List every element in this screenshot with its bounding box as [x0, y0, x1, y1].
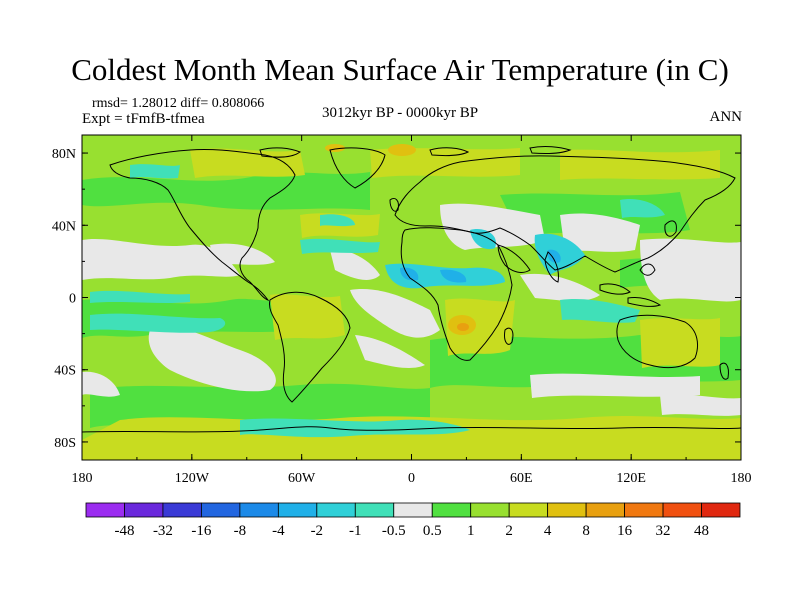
field-yellow-patch — [190, 148, 305, 178]
colorbar-swatch — [662, 502, 702, 518]
colorbar-swatch — [547, 502, 587, 518]
x-tick-labels: 180 120W 60W 0 60E 120E 180 — [72, 471, 752, 486]
colorbar-label: -32 — [153, 523, 173, 539]
field-orange-spot — [457, 323, 469, 331]
colorbar-label: 32 — [656, 523, 671, 539]
field-grey-region — [560, 213, 640, 252]
field-grey-region — [210, 243, 275, 265]
colorbar-label: -8 — [234, 523, 247, 539]
colorbar-label: 1 — [467, 523, 475, 539]
field-cyan-patch — [130, 164, 180, 179]
colorbar-swatch — [701, 502, 741, 518]
colorbar-swatch — [124, 502, 164, 518]
colorbar-label: -16 — [191, 523, 211, 539]
field-grey-region — [640, 238, 741, 302]
colorbar-swatch — [201, 502, 241, 518]
colorbar-swatch — [316, 502, 356, 518]
field-cyan-patch — [90, 313, 226, 333]
colorbar-label: 16 — [617, 523, 633, 539]
chart-title: Coldest Month Mean Surface Air Temperatu… — [71, 52, 729, 87]
colorbar-label: 0.5 — [423, 523, 442, 539]
field-cyan-patch — [560, 299, 640, 323]
colorbar-swatch — [239, 502, 279, 518]
colorbar-label: -1 — [349, 523, 362, 539]
colorbar-swatch — [354, 502, 395, 518]
field-cyan-patch — [320, 214, 355, 227]
y-tick-label: 0 — [69, 292, 76, 307]
coastlines — [82, 146, 741, 433]
field-cyan-patch — [547, 249, 561, 263]
field-cyan-patch — [240, 418, 470, 438]
colorbar-label: -48 — [114, 523, 134, 539]
field-grey-region — [82, 371, 120, 397]
axis-ticks — [81, 135, 742, 460]
field-orange-spot — [388, 144, 416, 156]
y-tick-label: 80S — [54, 436, 76, 451]
x-tick-label: 120E — [616, 471, 646, 486]
colorbar-swatch — [162, 502, 202, 518]
colorbar-swatch — [85, 502, 125, 518]
field-cyan-patch — [300, 238, 380, 254]
x-tick-label: 60W — [288, 471, 316, 486]
field-cyan-patch — [620, 199, 665, 218]
x-tick-label: 180 — [731, 471, 752, 486]
map-field — [82, 135, 741, 460]
colorbar — [85, 502, 741, 518]
field-grey-region — [350, 289, 440, 338]
colorbar-swatch — [624, 502, 664, 518]
x-tick-label: 120W — [175, 471, 210, 486]
colorbar-label: 4 — [544, 523, 552, 539]
stats-text: rmsd= 1.28012 diff= 0.808066 — [92, 96, 265, 111]
colorbar-label: 8 — [582, 523, 590, 539]
y-tick-label: 40S — [54, 364, 76, 379]
field-cyan-patch — [400, 267, 419, 281]
colorbar-swatch — [508, 502, 549, 518]
field-grey-region — [330, 249, 380, 280]
colorbar-swatch — [585, 502, 625, 518]
field-yellow-patch — [560, 149, 720, 180]
colorbar-label: -2 — [311, 523, 324, 539]
colorbar-swatch — [393, 502, 433, 518]
x-tick-label: 180 — [72, 471, 93, 486]
field-grey-region — [520, 273, 600, 302]
colorbar-swatch — [431, 502, 472, 518]
colorbar-label: 2 — [505, 523, 513, 539]
x-tick-label: 0 — [408, 471, 415, 486]
colorbar-swatch — [277, 502, 318, 518]
field-yellow-patch — [640, 318, 720, 368]
field-grey-region — [148, 327, 276, 392]
field-cyan-patch — [534, 233, 585, 275]
colorbar-label: -4 — [272, 523, 285, 539]
field-cyan-patch — [440, 269, 467, 283]
field-grey-region — [660, 394, 741, 416]
field-grey-region — [82, 238, 240, 280]
field-cyan-patch — [470, 229, 496, 250]
field-grey-region — [440, 203, 545, 250]
colorbar-label: -0.5 — [382, 523, 406, 539]
field-cyan-patch — [90, 290, 190, 303]
field-yellow-patch — [445, 298, 515, 356]
y-tick-labels: 80N 40N 0 40S 80S — [52, 147, 76, 451]
field-green-band — [90, 383, 430, 428]
period-label: 3012kyr BP - 0000kyr BP — [322, 105, 479, 121]
colorbar-swatch — [470, 502, 510, 518]
x-tick-label: 60E — [510, 471, 533, 486]
experiment-label: Expt = tFmfB-tfmea — [82, 111, 205, 127]
season-label: ANN — [709, 109, 743, 125]
y-tick-label: 40N — [52, 219, 76, 234]
colorbar-label: 48 — [694, 523, 709, 539]
field-yellow-patch — [270, 294, 345, 340]
y-tick-label: 80N — [52, 147, 76, 162]
field-grey-region — [530, 373, 700, 398]
colorbar-labels: -48 -32 -16 -8 -4 -2 -1 -0.5 0.5 1 2 4 8 16 32 48 — [114, 523, 709, 539]
field-grey-region — [355, 335, 425, 368]
